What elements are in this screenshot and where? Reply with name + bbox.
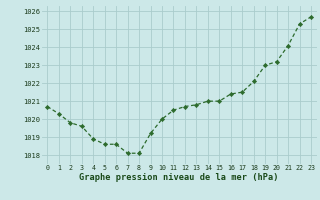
X-axis label: Graphe pression niveau de la mer (hPa): Graphe pression niveau de la mer (hPa) xyxy=(79,173,279,182)
